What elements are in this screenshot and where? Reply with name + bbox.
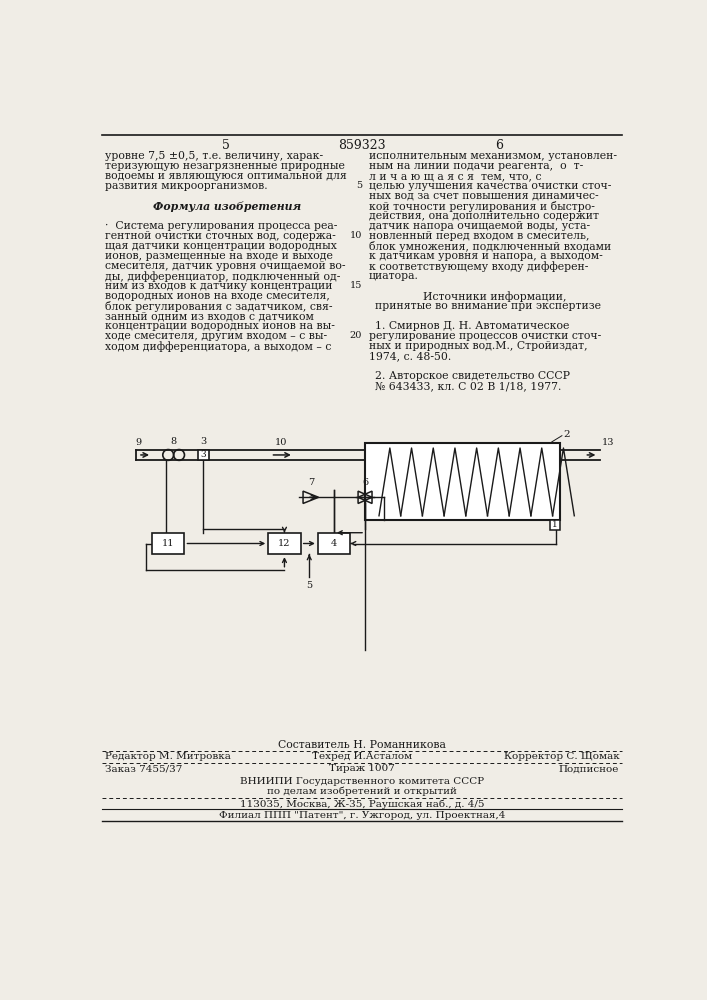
Text: ним из входов к датчику концентрации: ним из входов к датчику концентрации [105, 281, 333, 291]
Text: смесителя, датчик уровня очищаемой во-: смесителя, датчик уровня очищаемой во- [105, 261, 346, 271]
Text: концентрации водородных ионов на вы-: концентрации водородных ионов на вы- [105, 321, 335, 331]
Text: принятые во внимание при экспертизе: принятые во внимание при экспертизе [375, 301, 601, 311]
Text: № 643433, кл. С 02 В 1/18, 1977.: № 643433, кл. С 02 В 1/18, 1977. [375, 381, 561, 391]
Text: водоемы и являющуюся оптимальной для: водоемы и являющуюся оптимальной для [105, 171, 347, 181]
Text: ным на линии подачи реагента,  о  т-: ным на линии подачи реагента, о т- [369, 161, 583, 171]
Bar [198, 450, 209, 460]
Text: Формула изобретения: Формула изобретения [153, 201, 302, 212]
Text: Источники информации,: Источники информации, [423, 291, 566, 302]
Text: развития микроорганизмов.: развития микроорганизмов. [105, 181, 268, 191]
Text: теризующую незагрязненные природные: теризующую незагрязненные природные [105, 161, 345, 171]
Text: уровне 7,5 ±0,5, т.е. величину, харак-: уровне 7,5 ±0,5, т.е. величину, харак- [105, 151, 324, 161]
Text: занный одним из входов с датчиком: занный одним из входов с датчиком [105, 311, 315, 321]
Text: датчик напора очищаемой воды, уста-: датчик напора очищаемой воды, уста- [369, 221, 590, 231]
Text: 13: 13 [602, 438, 614, 447]
Text: действия, она дополнительно содержит: действия, она дополнительно содержит [369, 211, 599, 221]
Text: 4: 4 [331, 539, 337, 548]
Text: регулирование процессов очистки сточ-: регулирование процессов очистки сточ- [369, 331, 601, 341]
Text: ионов, размещенные на входе и выходе: ионов, размещенные на входе и выходе [105, 251, 333, 261]
Text: исполнительным механизмом, установлен-: исполнительным механизмом, установлен- [369, 151, 617, 161]
Text: 2. Авторское свидетельство СССР: 2. Авторское свидетельство СССР [375, 371, 570, 381]
Text: 113035, Москва, Ж-35, Раушская наб., д. 4/5: 113035, Москва, Ж-35, Раушская наб., д. … [240, 799, 484, 809]
Text: Филиал ППП "Патент", г. Ужгород, ул. Проектная,4: Филиал ППП "Патент", г. Ужгород, ул. Про… [218, 811, 505, 820]
Text: гентной очистки сточных вод, содержа-: гентной очистки сточных вод, содержа- [105, 231, 336, 241]
Text: ВНИИПИ Государственного комитета СССР: ВНИИПИ Государственного комитета СССР [240, 777, 484, 786]
Text: 10: 10 [349, 231, 362, 240]
Text: Тираж 1007: Тираж 1007 [329, 764, 395, 773]
Text: 1: 1 [552, 520, 558, 529]
Text: к датчикам уровня и напора, а выходом-: к датчикам уровня и напора, а выходом- [369, 251, 602, 261]
Text: 11: 11 [162, 539, 175, 548]
Text: 5: 5 [356, 181, 362, 190]
Text: по делам изобретений и открытий: по делам изобретений и открытий [267, 787, 457, 796]
Text: кой точности регулирования и быстро-: кой точности регулирования и быстро- [369, 201, 595, 212]
Text: 10: 10 [274, 438, 287, 447]
Text: к соответствующему входу дифферен-: к соответствующему входу дифферен- [369, 261, 588, 272]
Bar [365, 443, 559, 520]
Text: новленный перед входом в смеситель,: новленный перед входом в смеситель, [369, 231, 590, 241]
Text: 9: 9 [135, 438, 141, 447]
Text: 15: 15 [349, 281, 362, 290]
Text: 3: 3 [200, 437, 206, 446]
Text: 859323: 859323 [338, 139, 386, 152]
Text: ных и природных вод.М., Стройиздат,: ных и природных вод.М., Стройиздат, [369, 341, 588, 351]
Text: 12: 12 [278, 539, 291, 548]
Text: 7: 7 [308, 478, 314, 487]
Bar [549, 520, 561, 530]
Text: Техред И.Асталом: Техред И.Асталом [312, 752, 412, 761]
Text: ·  Система регулирования процесса реа-: · Система регулирования процесса реа- [105, 221, 338, 231]
Text: ходом дифференциатора, а выходом – с: ходом дифференциатора, а выходом – с [105, 341, 332, 352]
Text: 1974, с. 48-50.: 1974, с. 48-50. [369, 351, 451, 361]
Text: 6: 6 [362, 478, 368, 487]
Text: блок умножения, подключенный входами: блок умножения, подключенный входами [369, 241, 611, 252]
Text: 8: 8 [170, 437, 177, 446]
Text: 3: 3 [200, 450, 206, 459]
Text: Составитель Н. Романникова: Составитель Н. Романникова [278, 740, 446, 750]
Text: Заказ 7455/37: Заказ 7455/37 [105, 764, 183, 773]
Text: блок регулирования с задатчиком, свя-: блок регулирования с задатчиком, свя- [105, 301, 333, 312]
Text: целью улучшения качества очистки сточ-: целью улучшения качества очистки сточ- [369, 181, 612, 191]
Text: щая датчики концентрации водородных: щая датчики концентрации водородных [105, 241, 337, 251]
Text: 20: 20 [349, 331, 362, 340]
Text: 5: 5 [221, 139, 230, 152]
Text: ходе смесителя, другим входом – с вы-: ходе смесителя, другим входом – с вы- [105, 331, 327, 341]
Text: 6: 6 [495, 139, 503, 152]
Text: л и ч а ю щ а я с я  тем, что, с: л и ч а ю щ а я с я тем, что, с [369, 171, 542, 181]
Text: 5: 5 [306, 581, 312, 590]
Bar [268, 533, 300, 554]
Text: водородных ионов на входе смесителя,: водородных ионов на входе смесителя, [105, 291, 330, 301]
Text: Подписное: Подписное [559, 764, 619, 773]
Text: 2: 2 [563, 430, 570, 439]
Text: Редактор М. Митровка: Редактор М. Митровка [105, 752, 231, 761]
Text: 1. Смирнов Д. Н. Автоматическое: 1. Смирнов Д. Н. Автоматическое [375, 321, 570, 331]
Bar [317, 533, 351, 554]
Text: ных вод за счет повышения динамичес-: ных вод за счет повышения динамичес- [369, 191, 599, 201]
Text: циатора.: циатора. [369, 271, 419, 281]
Text: Корректор С. Щомак: Корректор С. Щомак [503, 752, 619, 761]
Text: ды, дифференциатор, подключенный од-: ды, дифференциатор, подключенный од- [105, 271, 341, 282]
Bar [152, 533, 185, 554]
